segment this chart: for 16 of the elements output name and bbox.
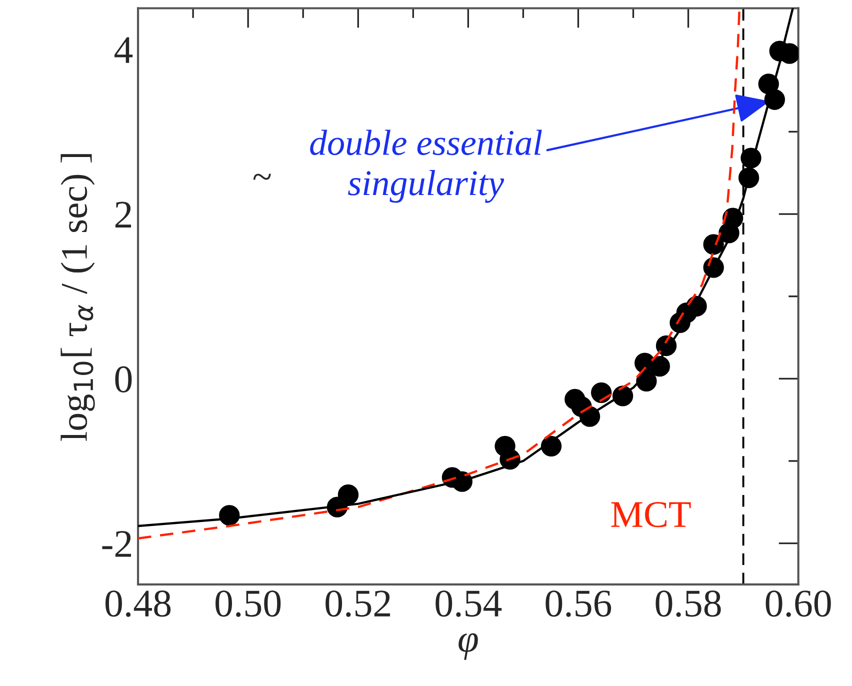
text: MCT bbox=[611, 502, 691, 528]
y-tick-label: 2 bbox=[115, 202, 132, 228]
x-tick-label: 0.52 bbox=[326, 590, 390, 617]
x-tick-label: 0.58 bbox=[656, 590, 721, 617]
y-tick-label: 0 bbox=[115, 366, 132, 393]
x-tick-label: 0.56 bbox=[546, 590, 612, 617]
x-tick-label: 0.50 bbox=[216, 590, 281, 617]
y-tick-label: 4 bbox=[114, 37, 133, 63]
annotation: double essential singularity bbox=[310, 130, 542, 203]
x-tick-label: 0.60 bbox=[766, 590, 831, 617]
x-axis-title: φ bbox=[458, 633, 478, 660]
y-tick-label: -2 bbox=[102, 531, 132, 557]
y-axis-title: log$_{10}$[ τ$_{α}$ / (1 sec) ] bbox=[60, 154, 95, 441]
x-tick-label: 0.54 bbox=[436, 590, 502, 617]
x-tick-label: 0.48 bbox=[105, 590, 171, 617]
annotation: ~ bbox=[253, 174, 271, 180]
